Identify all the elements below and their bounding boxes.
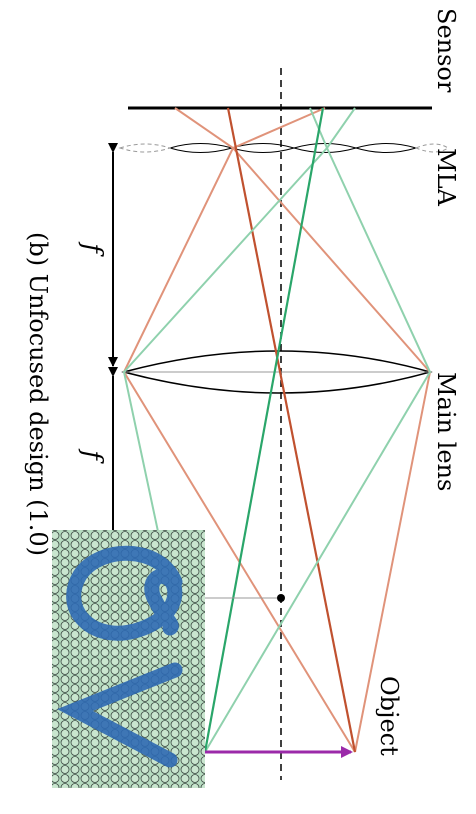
object-label: Object	[375, 676, 403, 756]
focal-length-label-bottom: f	[77, 448, 107, 464]
inset-letter-shapes	[57, 545, 183, 768]
green-chief-ray	[203, 107, 325, 753]
figure-caption: (b) Unfocused design (1.0)	[24, 232, 52, 556]
focal-point-dot	[277, 594, 285, 602]
orange-chief-ray	[226, 107, 357, 753]
sensor-label: Sensor	[432, 8, 460, 93]
main-lens-label: Main lens	[432, 372, 460, 491]
focal-length-label-top: f	[77, 241, 107, 257]
sensor-image-inset: ev	[52, 530, 205, 788]
microlens-array	[118, 143, 449, 153]
mla-label: MLA	[432, 148, 460, 207]
